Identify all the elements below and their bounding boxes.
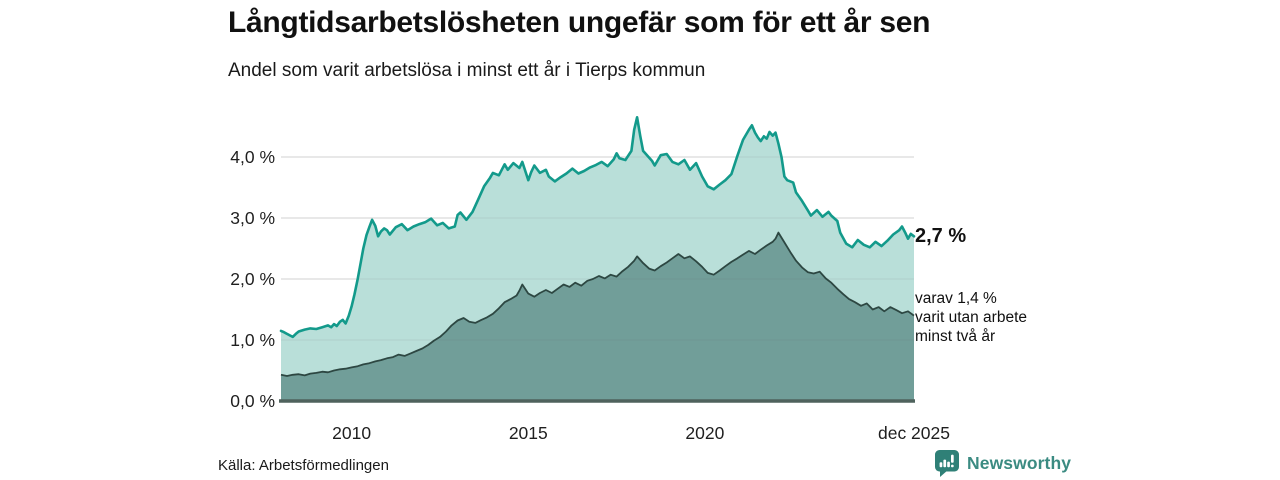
two-year-line (280, 231, 915, 377)
page-title: Långtidsarbetslösheten ungefär som för e… (228, 6, 931, 39)
source-note: Källa: Arbetsförmedlingen (218, 457, 389, 474)
x-axis-label: 2020 (685, 423, 724, 443)
latest-value-label: 2,7 % (915, 225, 967, 247)
x-axis-label: 2015 (509, 423, 548, 443)
two-year-area (281, 232, 914, 401)
total-line (279, 116, 916, 339)
y-axis-label: 2,0 % (230, 269, 275, 289)
chart-subtitle: Andel som varit arbetslösa i minst ett å… (228, 60, 706, 81)
breakdown-line-3: minst två år (915, 328, 996, 345)
y-axis-label: 3,0 % (230, 208, 275, 228)
newsworthy-wordmark: Newsworthy (967, 453, 1072, 473)
breakdown-line-2: varit utan arbete (915, 309, 1028, 326)
newsworthy-logo: Newsworthy (935, 450, 1071, 477)
bar-chart-speech-bubble-icon (935, 450, 959, 477)
y-axis-label: 0,0 % (230, 391, 275, 411)
x-axis-label: 2010 (332, 423, 371, 443)
y-axis-label: 4,0 % (230, 147, 275, 167)
y-axis-label: 1,0 % (230, 330, 275, 350)
breakdown-annotation: varav 1,4 % varit utan arbete minst två … (915, 289, 1027, 346)
x-axis-label: dec 2025 (878, 423, 950, 443)
breakdown-line-1: varav 1,4 % (915, 290, 997, 307)
